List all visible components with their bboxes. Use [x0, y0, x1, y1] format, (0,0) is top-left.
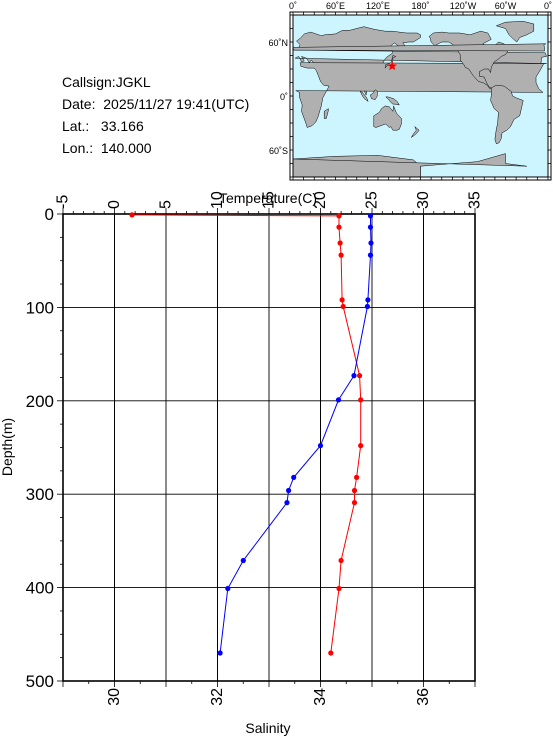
- salinity-series: [217, 213, 374, 656]
- land-uk: [292, 43, 546, 52]
- map-lat-tick-label: 60˚N: [268, 38, 288, 48]
- salinity-point: [365, 297, 371, 303]
- longitude-label: Lon.: 140.000: [62, 140, 152, 156]
- salinity-point: [335, 397, 342, 403]
- temperature-point: [328, 650, 334, 656]
- salinity-point: [368, 240, 374, 246]
- temperature-point: [338, 252, 344, 258]
- temperature-series: [129, 212, 364, 656]
- land-sumatra: [359, 91, 369, 103]
- temperature-tick-label: 0: [106, 200, 123, 209]
- temperature-point: [336, 585, 342, 592]
- temperature-tick-label: 20: [312, 191, 329, 209]
- temperature-tick-labels: -5 0 5 10 15 20 25 30 35: [55, 191, 484, 209]
- depth-tick-label: 100: [26, 298, 54, 317]
- date-label: Date: 2025/11/27 19:41(UTC): [62, 96, 250, 112]
- salinity-point: [291, 474, 297, 480]
- land-borneo: [369, 89, 378, 100]
- salinity-tick-label: 30: [106, 688, 123, 706]
- chart-minor-ticks: [57, 208, 476, 687]
- temperature-point: [129, 212, 135, 218]
- map-lat-tick-label: 60˚S: [269, 146, 288, 156]
- salinity-point: [217, 650, 223, 656]
- depth-axis-title: Depth(m): [0, 418, 15, 476]
- temperature-point: [358, 397, 364, 403]
- series-layer: [129, 212, 374, 656]
- map-land: [292, 21, 547, 178]
- chart-grid: [62, 214, 476, 681]
- salinity-point: [351, 373, 357, 379]
- depth-tick-label: 400: [26, 579, 54, 598]
- temperature-point: [336, 224, 342, 230]
- salinity-point: [284, 500, 290, 506]
- depth-tick-label: 500: [26, 672, 54, 691]
- map-longitude-labels: 0˚ 60˚E 120˚E 180˚ 120˚W 60˚W 0˚: [289, 1, 552, 180]
- plot-frame: [62, 213, 476, 682]
- temperature-point: [354, 474, 360, 480]
- temperature-line: [131, 214, 362, 654]
- salinity-tick-label: 34: [312, 688, 329, 706]
- temperature-tick-label: 5: [158, 200, 175, 209]
- temperature-tick-label: 10: [209, 191, 226, 209]
- map-lon-tick-label: 0˚: [544, 1, 552, 11]
- depth-tick-label: 0: [45, 205, 54, 224]
- temperature-point: [338, 557, 344, 564]
- temperature-axis-title: Temperature(C): [219, 190, 317, 206]
- land-south-america: [490, 84, 524, 145]
- profile-chart: -5 0 5 10 15 20 25 30 35 30 32 34 36 01002003004005…: [0, 190, 484, 736]
- land-new-zealand: [411, 126, 420, 138]
- land-new-guinea: [385, 96, 400, 106]
- salinity-tick-label: 32: [209, 688, 226, 706]
- station-star-icon: [387, 61, 397, 71]
- salinity-point: [240, 557, 246, 564]
- salinity-point: [367, 252, 374, 258]
- temperature-point: [358, 443, 364, 449]
- map-lon-tick-label: 180˚: [411, 1, 429, 11]
- map-latitude-labels: 60˚N 0˚ 60˚S: [268, 14, 551, 178]
- map-lon-tick-label: 120˚E: [366, 1, 390, 11]
- temperature-point: [357, 373, 363, 379]
- depth-tick-label: 300: [26, 485, 54, 504]
- temperature-point: [337, 240, 343, 246]
- station-marker-icon: [387, 61, 397, 71]
- world-map: 0˚ 60˚E 120˚E 180˚ 120˚W 60˚W 0˚ 60˚N 0˚ 60˚S: [268, 1, 552, 181]
- land-madagascar: [323, 108, 329, 119]
- salinity-point: [364, 303, 370, 310]
- temperature-point: [351, 500, 358, 506]
- temperature-tick-label: 30: [415, 191, 432, 209]
- salinity-point: [286, 487, 292, 494]
- temperature-tick-label: 15: [261, 191, 278, 209]
- temperature-tick-label: 25: [364, 191, 381, 209]
- map-lon-tick-label: 60˚E: [326, 1, 345, 11]
- land-greenland: [495, 21, 535, 43]
- temperature-point: [336, 213, 342, 219]
- temperature-point: [339, 297, 345, 303]
- latitude-label: Lat.: 33.166: [62, 118, 144, 134]
- depth-tick-labels: 0 100 200 300 400 500: [26, 205, 54, 691]
- depth-tick-label: 200: [26, 392, 54, 411]
- map-lon-tick-label: 0˚: [289, 1, 297, 11]
- map-lon-tick-label: 120˚W: [450, 1, 477, 11]
- salinity-axis-title: Salinity: [245, 720, 290, 736]
- salinity-point: [225, 585, 231, 592]
- map-lat-tick-label: 0˚: [280, 92, 288, 102]
- salinity-point: [367, 213, 374, 219]
- salinity-tick-labels: 30 32 34 36: [106, 688, 432, 706]
- temperature-tick-label: 35: [467, 191, 484, 209]
- temperature-point: [351, 487, 358, 494]
- land-australia: [373, 105, 402, 131]
- salinity-tick-label: 36: [415, 688, 432, 706]
- temperature-point: [340, 303, 346, 310]
- map-lon-tick-label: 60˚W: [495, 1, 517, 11]
- salinity-point: [317, 443, 324, 449]
- temperature-tick-label: -5: [55, 195, 72, 209]
- salinity-point: [367, 224, 374, 230]
- callsign-label: Callsign:JGKL: [62, 74, 151, 90]
